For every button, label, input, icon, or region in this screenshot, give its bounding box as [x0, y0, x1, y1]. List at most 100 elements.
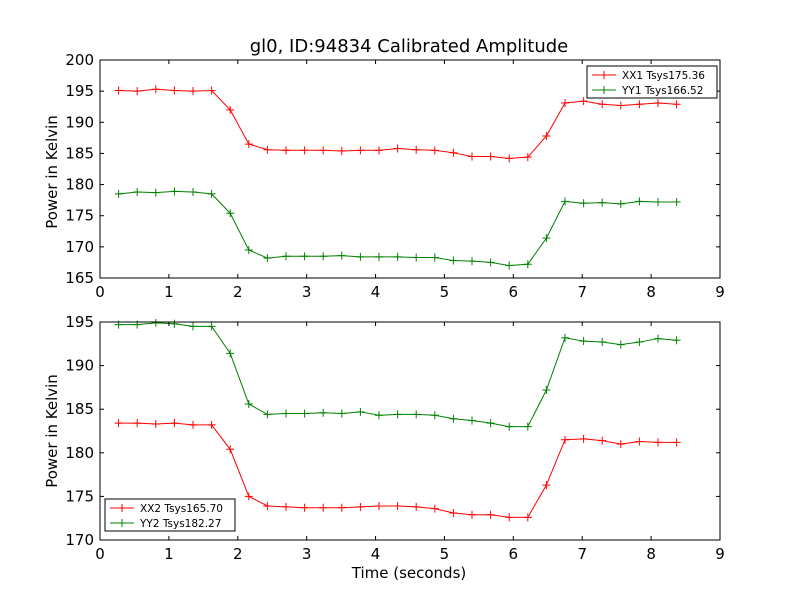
top-y-tick-label: 175: [65, 207, 94, 225]
bottom-series-1-point: [375, 501, 383, 510]
bottom-series-1-point: [189, 420, 197, 429]
bottom-series-2-point: [672, 336, 681, 345]
bottom-series-1-point: [579, 434, 588, 443]
top-plot: Power in Kelvin 0 1 2 3 4 5 6 7 8 9 165 170 175 180 18…: [43, 51, 725, 301]
top-series-1-point: [226, 105, 235, 114]
bottom-series-1-point: [207, 420, 216, 429]
bottom-series-1-point: [505, 513, 514, 522]
bottom-series-1-point: [561, 435, 569, 444]
top-x-tick-label: 9: [715, 283, 725, 301]
bottom-series-2-point: [542, 386, 551, 395]
bottom-series-2-point: [523, 422, 532, 431]
bottom-y-tick-label: 195: [65, 313, 94, 331]
top-y-tick-label: 170: [65, 238, 94, 256]
top-y-tick-label: 195: [65, 82, 94, 100]
bottom-series-1-point: [468, 510, 476, 519]
bottom-series-2-point: [151, 318, 160, 327]
bottom-x-tick-label: 1: [164, 545, 174, 563]
top-series-2-point: [170, 187, 179, 196]
top-series-2-point: [151, 188, 160, 197]
bottom-axes-frame: [99, 321, 721, 541]
top-series-2-point: [282, 252, 290, 261]
top-series-1-point: [486, 152, 495, 161]
top-series-1-point: [412, 145, 421, 154]
bottom-series-1-point: [226, 445, 235, 454]
top-series-2-point: [598, 198, 607, 207]
top-series-1-point: [449, 148, 458, 157]
bottom-series-1-point: [356, 502, 365, 511]
top-axes-frame: [99, 59, 721, 279]
top-series-2-point: [654, 198, 662, 207]
bottom-series-1-point: [244, 492, 253, 501]
bottom-series-1-point: [542, 481, 551, 490]
bottom-series-1-point: [616, 440, 625, 449]
bottom-series-2-point: [654, 334, 662, 343]
top-series-1-point: [579, 97, 588, 106]
bottom-series-1-point: [412, 502, 421, 511]
top-x-tick-label: 2: [233, 283, 243, 301]
bottom-series-2-point: [319, 408, 328, 417]
bottom-series-1-point: [486, 510, 495, 519]
bottom-series-2-point: [170, 319, 179, 328]
top-series-2-point: [561, 197, 569, 206]
top-series-1-point: [393, 144, 402, 153]
top-series-2-point: [579, 199, 588, 208]
top-series-2-point: [505, 261, 514, 270]
bottom-y-tick-label: 170: [65, 531, 94, 549]
top-series-1-point: [319, 146, 328, 155]
bottom-series-1-point: [300, 503, 309, 512]
bottom-series-1-point: [654, 438, 662, 447]
top-series-2-point: [189, 188, 197, 197]
bottom-series-1-point: [133, 419, 142, 428]
bottom-series-2-point: [505, 422, 514, 431]
top-y-tick-label: 180: [65, 176, 94, 194]
bottom-series-2-point: [468, 416, 476, 425]
top-x-tick-label: 7: [577, 283, 587, 301]
top-legend-label: YY1 Tsys166.52: [621, 85, 703, 97]
top-y-axis-label: Power in Kelvin: [43, 115, 61, 229]
bottom-series-1-point: [114, 419, 123, 428]
top-series-2-point: [226, 209, 235, 218]
top-series-1-point: [430, 146, 439, 155]
bottom-series-1-point: [282, 502, 290, 511]
top-series-2-point: [337, 251, 346, 260]
top-x-tick-label: 4: [371, 283, 381, 301]
bottom-series-2-point: [598, 338, 607, 347]
bottom-series-2-point: [616, 340, 625, 349]
top-series-1-point: [542, 131, 551, 140]
top-series-1-point: [654, 98, 662, 107]
top-series-2-point: [244, 245, 253, 254]
bottom-series-2-point: [486, 419, 495, 428]
top-series-2-point: [393, 252, 402, 261]
bottom-x-tick-label: 9: [715, 545, 725, 563]
bottom-series-2-point: [430, 411, 439, 420]
top-y-tick-label: 185: [65, 144, 94, 162]
bottom-legend-marker: [118, 519, 126, 527]
top-series-2-point: [319, 252, 328, 261]
top-x-tick-label: 8: [646, 283, 656, 301]
top-series-1-point: [151, 85, 160, 94]
top-series-1-point: [282, 146, 290, 155]
top-series-1-point: [616, 101, 625, 110]
bottom-x-tick-label: 7: [577, 545, 587, 563]
top-x-tick-label: 3: [302, 283, 312, 301]
top-series-2-point: [635, 197, 644, 206]
bottom-y-tick-label: 185: [65, 400, 94, 418]
bottom-series-2-point: [244, 399, 253, 408]
bottom-series-2-point: [337, 409, 346, 418]
top-series-2-point: [375, 252, 383, 261]
top-series-1-point: [672, 100, 681, 109]
bottom-series-1-point: [170, 419, 179, 428]
top-series-2-point: [133, 188, 142, 197]
bottom-series-2-point: [375, 411, 383, 420]
bottom-series-1-point: [523, 513, 532, 522]
bottom-series-1-point: [635, 437, 644, 446]
top-series-2-point: [114, 189, 123, 198]
top-series-1-point: [263, 145, 272, 154]
top-series-2-point: [300, 252, 309, 261]
bottom-series-2-point: [263, 410, 272, 419]
top-series-2-point: [449, 256, 458, 265]
top-series-2-point: [672, 198, 681, 207]
top-series-2-point: [412, 253, 421, 262]
